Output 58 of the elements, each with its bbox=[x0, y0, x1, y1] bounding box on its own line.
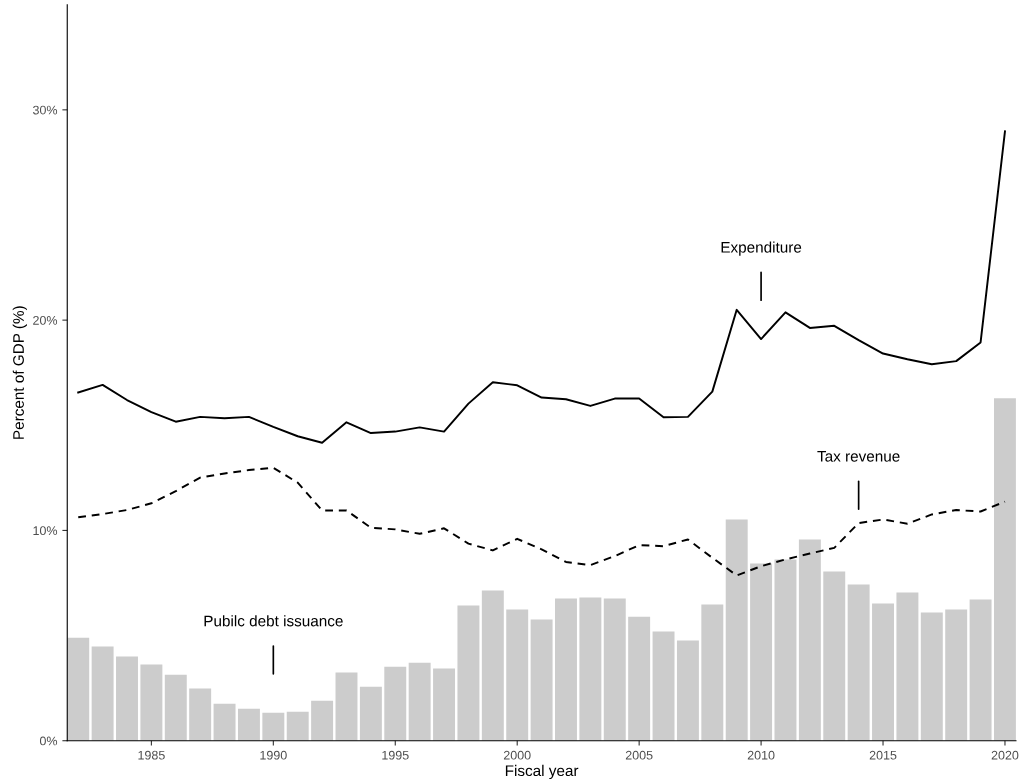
bar bbox=[164, 674, 187, 741]
annotation: Expenditure bbox=[721, 241, 802, 256]
bar bbox=[579, 597, 602, 741]
line-series bbox=[77, 466, 1006, 577]
x-tick-label: 2020 bbox=[991, 750, 1019, 760]
x-tick-label: 1990 bbox=[260, 750, 287, 760]
bar bbox=[311, 700, 334, 741]
line-series bbox=[77, 130, 1006, 444]
bar bbox=[457, 605, 480, 741]
bar bbox=[969, 599, 992, 741]
y-tick-label: 0% bbox=[39, 736, 58, 746]
y-axis-title: Percent of GDP (%) bbox=[12, 306, 27, 439]
bar bbox=[140, 664, 163, 741]
bar bbox=[433, 668, 456, 741]
bar bbox=[335, 672, 358, 741]
bar bbox=[408, 662, 431, 741]
bar bbox=[286, 711, 309, 741]
y-tick-label: 10% bbox=[33, 526, 58, 536]
bar bbox=[725, 519, 748, 741]
x-tick-label: 1985 bbox=[138, 750, 165, 760]
x-tick-label: 2010 bbox=[747, 750, 775, 760]
bar bbox=[774, 559, 797, 741]
bar bbox=[920, 612, 943, 741]
bar bbox=[116, 656, 138, 741]
bar bbox=[798, 539, 821, 741]
y-tick-label: 30% bbox=[32, 105, 58, 115]
bar bbox=[506, 609, 529, 741]
bar bbox=[530, 619, 553, 741]
bar bbox=[555, 598, 577, 741]
bar bbox=[993, 398, 1016, 741]
y-tick-label: 20% bbox=[33, 315, 58, 325]
bar bbox=[359, 686, 382, 741]
bar bbox=[67, 637, 90, 741]
bar bbox=[823, 571, 846, 741]
bar bbox=[676, 640, 699, 741]
bar bbox=[189, 688, 212, 741]
bar bbox=[91, 646, 114, 741]
x-tick-label: 2000 bbox=[503, 750, 531, 760]
bar bbox=[213, 703, 236, 741]
x-axis-title: Fiscal year bbox=[505, 764, 579, 780]
bar bbox=[603, 598, 626, 741]
bar bbox=[237, 708, 260, 741]
x-tick-label: 2005 bbox=[625, 750, 653, 760]
bar bbox=[384, 666, 407, 741]
bar bbox=[652, 631, 675, 741]
x-tick-label: 1995 bbox=[382, 750, 409, 760]
bar bbox=[701, 604, 724, 741]
bar bbox=[872, 603, 894, 741]
bar bbox=[945, 609, 968, 741]
bar bbox=[750, 563, 773, 741]
bar bbox=[847, 584, 870, 741]
annotation: Pubilc debt issuance bbox=[204, 615, 343, 627]
bar bbox=[481, 590, 504, 741]
bar bbox=[896, 592, 919, 741]
bar bbox=[262, 712, 285, 741]
x-tick-label: 2015 bbox=[869, 750, 897, 760]
annotation: Tax revenue bbox=[817, 451, 900, 462]
bar bbox=[628, 616, 651, 741]
